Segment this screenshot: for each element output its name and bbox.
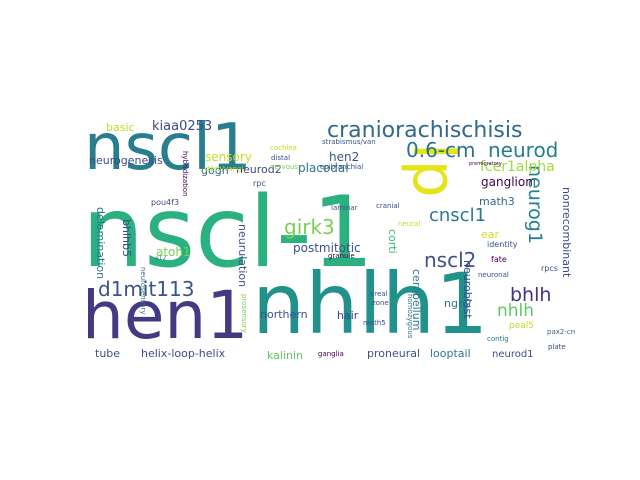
word-sensory: sensory [205,150,252,164]
word-nscl2: nscl2 [424,248,477,272]
word-neurogenesis: neurogenesis [89,154,163,167]
word-homozygous: homozygous [406,294,414,339]
word-cloud: nscl-1 nhlh1 hen1 nscl1 lp craniorachisc… [80,117,575,364]
word-kalinin: kalinin [267,349,304,362]
word-atoh1: atoh1 [156,245,191,259]
word-neurod1: neurod1 [492,349,534,360]
word-identity: identity [487,240,518,249]
word-hen2: hen2 [329,150,360,164]
word-0-6-cm: 0.6-cm [406,138,476,162]
word-math3: math3 [479,195,515,208]
word-prosensory: prosensory [240,294,248,333]
word-rpcs: rpcs [541,264,558,273]
word-areal: areal [370,290,388,298]
word-delamination: delamination [94,207,107,280]
word-corti: corti [386,229,399,254]
word-granule: granule [328,252,355,260]
word-northern: northern [260,308,308,321]
word-nhlh: nhlh [497,301,535,321]
word-proneural: proneural [367,347,421,360]
word-helix-loop-helix: helix-loop-helix [141,347,226,360]
word-looptail: looptail [430,347,471,360]
word-fate: fate [491,255,507,264]
word-fcer1alpha: fcer1alpha [480,159,555,175]
word-craniorachischisis: craniorachischisis [327,118,523,143]
word-hybridization: hybridization [181,151,189,197]
word-ear: ear [481,228,500,241]
word-postmitotic: postmitotic [293,241,361,255]
word-neural: neural [398,220,421,228]
word-ganglion: ganglion [481,175,533,189]
word-girk3: girk3 [284,215,335,239]
word-ganglia: ganglia [318,350,344,358]
word-nscl1: nscl1 [84,117,252,185]
word-nonrecombinant: nonrecombinant [560,187,573,278]
word-zone: zone [372,299,389,307]
word-rpc: rpc [253,179,266,188]
word-cranial: cranial [376,202,400,210]
word-e12: e12 [155,255,167,262]
word-neuronal: neuronal [478,271,509,279]
word-laminar: laminar [331,204,358,212]
word-epibranchial: epibranchial [320,163,364,171]
word-neurod: neurod [488,138,559,162]
word-premigratory: premigratory [469,161,502,167]
word-stbm-vangl: stbm/vangl [204,165,244,173]
word-cnscl1: cnscl1 [429,205,487,226]
word-neurulation: neurulation [236,224,249,288]
word-distal: distal [271,154,291,162]
word-ngn2: ngn2 [444,297,472,310]
word-neurosensory: neurosensory [139,267,147,315]
word-bhlhb5: bhlhb5 [120,219,133,257]
word-contig: contig [487,335,509,343]
word-nscl-1: nscl-1 [82,176,374,290]
word-kiaa0253: kiaa0253 [152,119,213,134]
word-tube: tube [95,347,121,360]
word-hen1: hen1 [82,277,249,354]
word-nervous: nervous [270,163,299,171]
word-neuroblast: neuroblast [461,260,474,319]
word-pax2-cre: pax2-cre [547,328,575,336]
word-neurod2: neurod2 [236,163,282,176]
word-basic: basic [106,121,135,134]
word-cochlea: cochlea [270,144,297,152]
word-placodal: placodal [298,161,349,175]
word-strabismus-van: strabismus/van [322,138,376,146]
word-gogh: gogh [201,164,229,177]
word-d1mit113: d1mit113 [98,277,195,301]
word-bhlh: bhlh [510,284,552,306]
word-pou4f3: pou4f3 [151,198,180,207]
word-peal5: peal5 [509,321,534,331]
word-plate: plate [548,343,566,351]
word-nhlh1: nhlh1 [252,255,489,353]
word-math5: math5 [363,319,386,327]
word-hair: hair [337,309,359,322]
